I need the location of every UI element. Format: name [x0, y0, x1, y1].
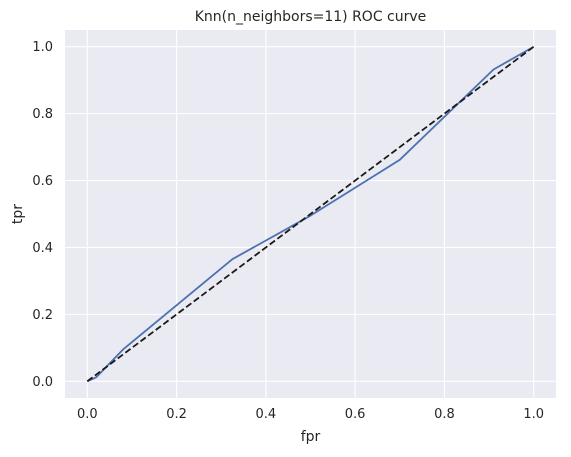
- x-tick-label: 0.2: [166, 407, 187, 422]
- y-tick-label: 0.6: [32, 174, 53, 189]
- chance-diagonal-line: [86, 46, 535, 382]
- x-tick-label: 1.0: [523, 407, 544, 422]
- y-tick-label: 1.0: [32, 40, 53, 55]
- y-axis-label: tpr: [10, 204, 26, 224]
- chart-title: Knn(n_neighbors=11) ROC curve: [195, 9, 427, 25]
- x-axis-ticks: 0.0 0.2 0.4 0.6 0.8 1.0: [77, 407, 544, 422]
- grid-lines: [65, 30, 556, 398]
- y-axis-ticks: 0.0 0.2 0.4 0.6 0.8 1.0: [32, 40, 53, 390]
- y-tick-label: 0.8: [32, 107, 53, 122]
- x-tick-label: 0.0: [77, 407, 98, 422]
- x-tick-label: 0.6: [345, 407, 366, 422]
- x-tick-label: 0.4: [256, 407, 277, 422]
- y-tick-label: 0.2: [32, 308, 53, 323]
- y-tick-label: 0.0: [32, 375, 53, 390]
- x-tick-label: 0.8: [434, 407, 455, 422]
- roc-curve-line: [86, 45, 535, 383]
- series-layer: [86, 45, 535, 383]
- x-axis-label: fpr: [301, 429, 321, 445]
- y-tick-label: 0.4: [32, 241, 53, 256]
